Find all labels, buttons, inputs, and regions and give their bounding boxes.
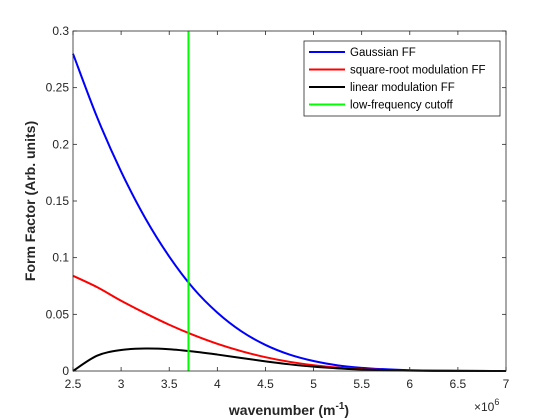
- ticks-layer: 2.5 3 3.5 4 4.5 5 5.5 6 6.5 7 0 0.05 0.1 0.15 0.2 0.25 0…: [46, 24, 510, 391]
- x-tick-label: 6.5: [450, 377, 467, 391]
- y-tick-label: 0.25: [46, 81, 70, 95]
- x-axis-scale-factor: ×106: [474, 397, 499, 414]
- x-tick-label: 4: [214, 377, 221, 391]
- x-tick-label: 4.5: [257, 377, 274, 391]
- x-tick-label: 5.5: [353, 377, 370, 391]
- x-tick-label: 2.5: [65, 377, 82, 391]
- legend-entry-label: square-root modulation FF: [350, 65, 486, 77]
- x-tick-label: 5: [310, 377, 317, 391]
- y-tick-label: 0.3: [52, 24, 69, 38]
- y-tick-label: 0.05: [46, 307, 70, 321]
- y-tick-label: 0.15: [46, 194, 70, 208]
- y-tick-label: 0: [62, 364, 69, 378]
- y-axis-label: Form Factor (Arb. units): [22, 121, 38, 281]
- x-tick-label: 3: [118, 377, 125, 391]
- y-tick-label: 0.2: [52, 137, 69, 151]
- legend-entry-label: Gaussian FF: [350, 47, 416, 59]
- legend: Gaussian FF square-root modulation FF line…: [303, 40, 501, 117]
- x-tick-label: 6: [406, 377, 413, 391]
- x-axis-label: wavenumber (m-1): [228, 401, 349, 418]
- legend-entry-label: low-frequency cutoff: [350, 100, 454, 112]
- x-tick-label: 7: [503, 377, 510, 391]
- y-tick-label: 0.1: [52, 251, 69, 265]
- x-tick-label: 3.5: [161, 377, 178, 391]
- legend-entry-label: linear modulation FF: [350, 82, 455, 94]
